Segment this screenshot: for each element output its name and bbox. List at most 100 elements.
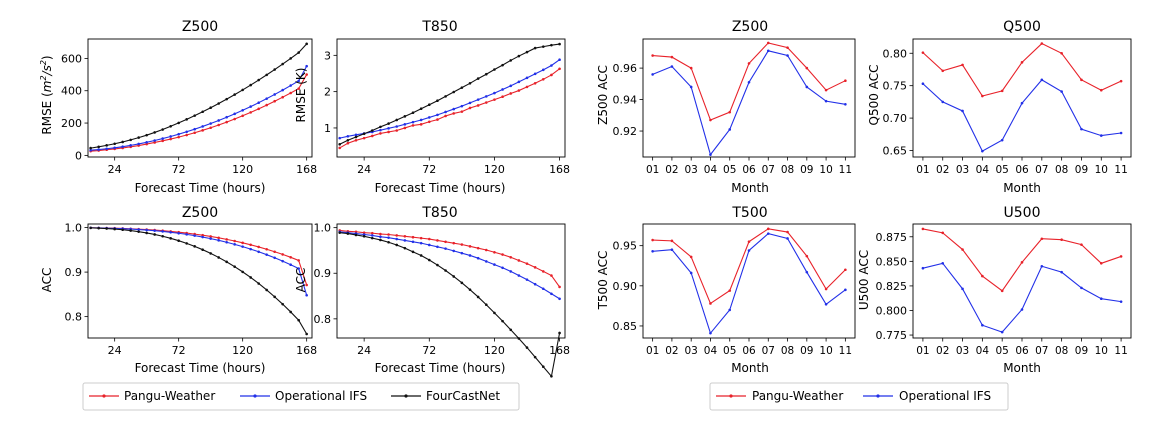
data-point-fourcastnet bbox=[403, 246, 407, 250]
data-point-pangu-weather bbox=[533, 81, 537, 85]
legend-entry-pangu: Pangu-Weather bbox=[89, 389, 215, 403]
legend-entry-ifs: Operational IFS bbox=[863, 389, 991, 403]
series-line-operational-ifs bbox=[90, 65, 308, 151]
data-point-fourcastnet bbox=[265, 73, 268, 77]
data-point-fourcastnet bbox=[281, 62, 284, 66]
series-line-operational-ifs bbox=[652, 50, 846, 156]
data-point-operational-ifs bbox=[249, 105, 252, 108]
x-tick-label: 120 bbox=[232, 163, 253, 176]
data-point-pangu-weather bbox=[403, 126, 407, 130]
data-point-pangu-weather bbox=[265, 247, 268, 251]
data-point-fourcastnet bbox=[533, 46, 537, 50]
data-point-operational-ifs bbox=[177, 132, 180, 136]
data-point-operational-ifs bbox=[533, 282, 537, 286]
data-point-pangu-weather bbox=[225, 120, 228, 124]
data-point-fourcastnet bbox=[225, 260, 228, 264]
data-point-operational-ifs bbox=[476, 98, 480, 101]
data-point-pangu-weather bbox=[501, 253, 504, 256]
y-tick-label: 0.9 bbox=[65, 266, 83, 279]
data-point-pangu-weather bbox=[961, 248, 964, 251]
series-line-pangu-weather bbox=[922, 42, 1122, 97]
data-point-pangu-weather bbox=[533, 266, 537, 269]
data-point-fourcastnet bbox=[145, 231, 148, 235]
x-axis-label: Month bbox=[1003, 181, 1041, 195]
data-point-fourcastnet bbox=[411, 111, 415, 115]
data-point-pangu-weather bbox=[436, 239, 439, 242]
data-point-operational-ifs bbox=[460, 251, 464, 255]
data-point-operational-ifs bbox=[289, 84, 292, 87]
data-point-operational-ifs bbox=[824, 99, 828, 103]
data-point-operational-ifs bbox=[225, 240, 228, 244]
data-point-operational-ifs bbox=[805, 270, 809, 274]
data-point-pangu-weather bbox=[289, 91, 292, 95]
data-point-fourcastnet bbox=[484, 303, 488, 307]
data-point-operational-ifs bbox=[558, 297, 561, 301]
data-point-fourcastnet bbox=[411, 250, 415, 254]
data-point-operational-ifs bbox=[209, 237, 212, 240]
data-point-operational-ifs bbox=[670, 65, 674, 68]
x-tick-label: 02 bbox=[936, 345, 949, 357]
plot-frame bbox=[642, 38, 856, 158]
data-point-pangu-weather bbox=[241, 241, 244, 245]
data-point-pangu-weather bbox=[362, 136, 366, 140]
y-tick-label: 0.850 bbox=[876, 255, 908, 268]
legend-label-pangu: Pangu-Weather bbox=[752, 389, 843, 403]
data-point-operational-ifs bbox=[379, 235, 382, 239]
data-point-fourcastnet bbox=[452, 275, 456, 278]
data-point-operational-ifs bbox=[137, 228, 140, 231]
legend-marker-ifs bbox=[253, 394, 257, 398]
legend-label-pangu: Pangu-Weather bbox=[124, 389, 215, 403]
chart-title: Z500 bbox=[732, 19, 768, 35]
data-point-pangu-weather bbox=[209, 126, 212, 130]
data-point-fourcastnet bbox=[468, 288, 472, 291]
data-point-operational-ifs bbox=[354, 133, 358, 137]
data-point-operational-ifs bbox=[468, 101, 472, 105]
data-point-fourcastnet bbox=[249, 83, 252, 87]
data-point-pangu-weather bbox=[379, 132, 382, 135]
data-point-operational-ifs bbox=[153, 229, 156, 232]
x-tick-label: 120 bbox=[484, 163, 505, 176]
data-point-pangu-weather bbox=[670, 239, 674, 243]
data-point-operational-ifs bbox=[786, 54, 789, 57]
data-point-operational-ifs bbox=[747, 80, 751, 84]
data-point-fourcastnet bbox=[419, 254, 423, 257]
x-tick-label: 07 bbox=[762, 164, 775, 176]
y-tick-label: 2 bbox=[324, 86, 331, 99]
chart-title: T850 bbox=[421, 205, 457, 221]
data-point-operational-ifs bbox=[273, 93, 276, 96]
x-tick-label: 05 bbox=[723, 164, 736, 176]
legend-marker-pangu bbox=[729, 394, 733, 398]
data-point-operational-ifs bbox=[289, 263, 292, 267]
data-point-operational-ifs bbox=[444, 247, 447, 250]
series-line-fourcastnet bbox=[90, 43, 308, 149]
data-point-pangu-weather bbox=[1080, 78, 1083, 82]
plot-frame bbox=[912, 223, 1132, 339]
data-point-fourcastnet bbox=[395, 243, 399, 247]
data-point-fourcastnet bbox=[201, 110, 204, 114]
x-tick-label: 120 bbox=[484, 344, 505, 357]
data-point-pangu-weather bbox=[525, 262, 529, 265]
data-point-pangu-weather bbox=[728, 289, 732, 292]
data-point-operational-ifs bbox=[1000, 138, 1004, 142]
y-tick-label: 3 bbox=[324, 49, 331, 62]
data-point-fourcastnet bbox=[558, 42, 561, 46]
data-point-pangu-weather bbox=[509, 92, 513, 95]
data-point-operational-ifs bbox=[941, 262, 945, 265]
data-point-pangu-weather bbox=[689, 66, 693, 70]
data-point-fourcastnet bbox=[201, 248, 204, 251]
data-point-fourcastnet bbox=[185, 242, 188, 245]
data-point-fourcastnet bbox=[379, 125, 382, 129]
data-point-pangu-weather bbox=[501, 95, 504, 99]
data-point-fourcastnet bbox=[370, 129, 374, 132]
data-point-fourcastnet bbox=[460, 86, 464, 89]
x-tick-label: 05 bbox=[995, 345, 1008, 357]
data-point-fourcastnet bbox=[436, 99, 439, 103]
data-point-pangu-weather bbox=[193, 131, 196, 135]
data-point-operational-ifs bbox=[1099, 134, 1103, 137]
x-axis-label: Month bbox=[1003, 361, 1041, 375]
legend-frame bbox=[709, 382, 1009, 411]
y-tick-label: 1.0 bbox=[314, 222, 332, 235]
x-tick-label: 72 bbox=[172, 344, 186, 357]
data-point-pangu-weather bbox=[233, 117, 236, 121]
y-axis-label: ACC bbox=[40, 268, 54, 293]
